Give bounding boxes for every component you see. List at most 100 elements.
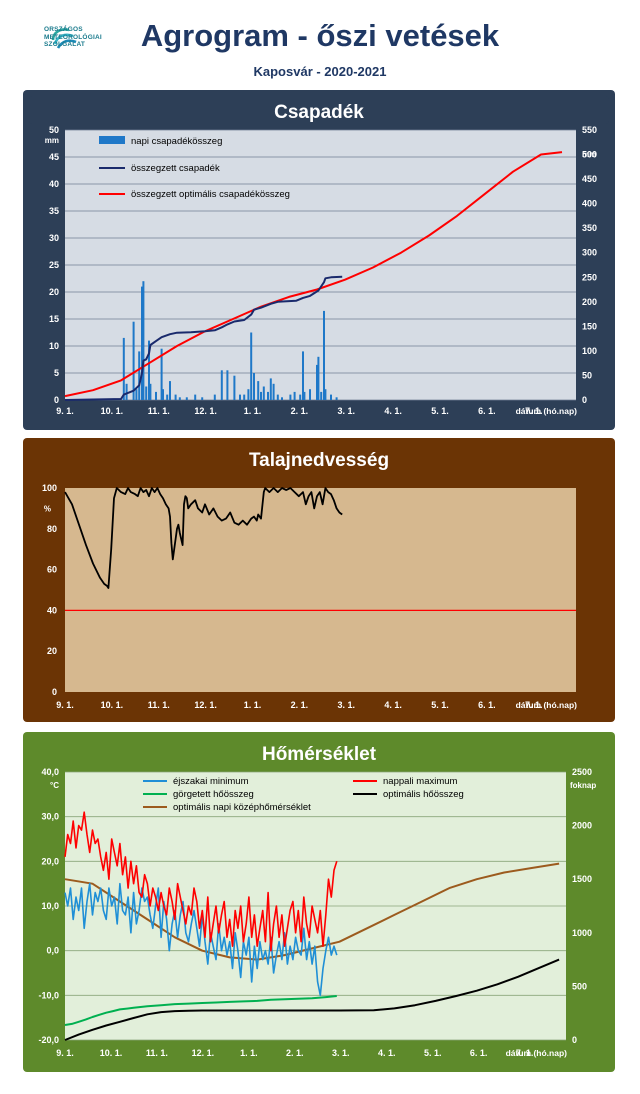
x-tick-label: 7. 1.	[516, 1048, 534, 1058]
x-tick-label: 7. 1.	[525, 406, 543, 416]
precip-bar	[149, 383, 152, 400]
y2-tick-label: 100	[582, 346, 597, 356]
chart-title-bar	[29, 444, 609, 472]
y-tick-label: 45	[49, 152, 59, 162]
soil-moisture-line	[64, 487, 343, 589]
precip-bar	[324, 389, 327, 400]
org-line-2: METEOROLÓGIAI	[44, 33, 102, 41]
page-title: Agrogram - őszi vetések	[140, 18, 500, 53]
night-minimum-line	[64, 882, 338, 997]
temperature-chart: Hőmérséklet 40,0 30,0 20,0 10,0 0,0 -10,0 -20,0…	[29, 738, 609, 1058]
y-tick-label: 100	[42, 483, 57, 493]
x-tick-label: 11. 1.	[148, 700, 170, 710]
y-axis-unit: °C	[50, 781, 59, 790]
precip-bar	[289, 394, 292, 400]
precip-bar	[213, 394, 216, 400]
y-tick-label: 0	[52, 687, 57, 697]
logo-text: ORSZÁGOS METEOROLÓGIAI SZOLGÁLAT	[44, 26, 102, 49]
x-axis-label: dátum (hó.nap)	[516, 700, 578, 710]
precip-bar	[335, 397, 338, 400]
chart-title-bar	[29, 738, 609, 766]
x-tick-label: 2. 1.	[291, 406, 309, 416]
y2-tick-label: 500	[572, 981, 587, 991]
chart-title: Hőmérséklet	[262, 744, 377, 765]
org-line-1: ORSZÁGOS	[44, 26, 83, 33]
x-tick-label: 4. 1.	[384, 700, 402, 710]
y-tick-label: 5	[54, 368, 59, 378]
optimal-mean-temp-line	[64, 862, 560, 961]
x-tick-label: 2. 1.	[286, 1048, 304, 1058]
y-tick-label: 15	[49, 314, 59, 324]
precip-bar	[309, 389, 311, 400]
x-tick-label: 5. 1.	[431, 700, 449, 710]
precip-bar	[233, 375, 236, 400]
precip-bar	[281, 397, 283, 400]
precip-bar	[257, 381, 260, 400]
x-tick-label: 1. 1.	[244, 700, 262, 710]
y-tick-label: 0	[54, 395, 59, 405]
x-tick-label: 10. 1.	[100, 1048, 123, 1058]
soil-moisture-chart: Talajnedvesség 0 20 40 60 80 100% 9. 1. 10. 1. 11…	[29, 444, 609, 710]
precip-bar	[316, 364, 318, 400]
precip-bar	[267, 391, 269, 400]
precip-bar	[293, 391, 296, 400]
x-tick-label: 6. 1.	[470, 1048, 488, 1058]
legend-label-rolling: görgetett hőösszeg	[173, 789, 254, 800]
y-tick-label: 50	[49, 125, 59, 135]
y2-tick-label: 450	[582, 174, 597, 184]
y-tick-label: 80	[47, 524, 57, 534]
precip-bar	[142, 281, 145, 400]
y2-tick-label: 200	[582, 297, 597, 307]
y-tick-label: 0,0	[46, 946, 59, 956]
precip-bar	[174, 394, 177, 400]
y-tick-label: 30,0	[41, 812, 59, 822]
omsz-logo	[51, 28, 77, 49]
plot-area	[65, 488, 576, 692]
precip-bar	[178, 397, 181, 400]
y-tick-label: 20	[49, 287, 59, 297]
y-tick-label: 25	[49, 260, 59, 270]
y-tick-label: 20	[47, 646, 57, 656]
y2-tick-label: 400	[582, 199, 597, 209]
y2-axis-unit: mm	[582, 150, 596, 159]
precip-bar	[122, 337, 125, 400]
precip-bar	[169, 381, 171, 400]
precip-bar	[160, 348, 163, 400]
precip-bar	[138, 351, 141, 400]
y-axis-unit: %	[44, 504, 51, 513]
precip-bar	[330, 394, 332, 400]
precip-bar	[269, 378, 272, 400]
precipitation-panel: Csapadék 0 5 10 15 20 25 30 35 40 45 50 0 50 100 150 200…	[23, 90, 615, 430]
precip-bar	[247, 389, 250, 400]
y2-tick-label: 500	[582, 150, 597, 160]
legend-label-sum: összegzett csapadék	[131, 163, 220, 174]
precip-bar	[166, 394, 169, 400]
precip-bar	[276, 394, 279, 400]
y-tick-label: 35	[49, 206, 59, 216]
y2-tick-label: 0	[582, 395, 587, 405]
chart-title: Csapadék	[274, 102, 364, 123]
optimal-heat-sum-line	[64, 958, 560, 1041]
x-tick-label: 4. 1.	[384, 406, 402, 416]
precip-bar	[272, 383, 275, 400]
y2-tick-label: 0	[572, 1035, 577, 1045]
x-tick-label: 5. 1.	[431, 406, 449, 416]
chart-title: Talajnedvesség	[249, 450, 389, 471]
x-tick-label: 7. 1.	[525, 700, 543, 710]
chart-title-bar	[29, 96, 609, 124]
y2-axis-unit: foknap	[570, 781, 596, 790]
x-tick-label: 1. 1.	[244, 406, 262, 416]
x-tick-label: 10. 1.	[101, 700, 124, 710]
y-tick-label: 40	[49, 179, 59, 189]
y2-tick-label: 1000	[572, 928, 592, 938]
precip-bar	[323, 310, 325, 400]
y-tick-label: 40	[47, 605, 57, 615]
precip-bar	[162, 389, 164, 400]
x-tick-label: 12. 1.	[194, 700, 217, 710]
y-tick-label: 40,0	[41, 767, 59, 777]
y2-tick-label: 2000	[572, 821, 592, 831]
y-tick-label: 10	[49, 341, 59, 351]
precipitation-chart: Csapadék05101520253035404550050100150200…	[29, 96, 609, 416]
x-tick-label: 3. 1.	[338, 700, 356, 710]
y-tick-label: 60	[47, 565, 57, 575]
